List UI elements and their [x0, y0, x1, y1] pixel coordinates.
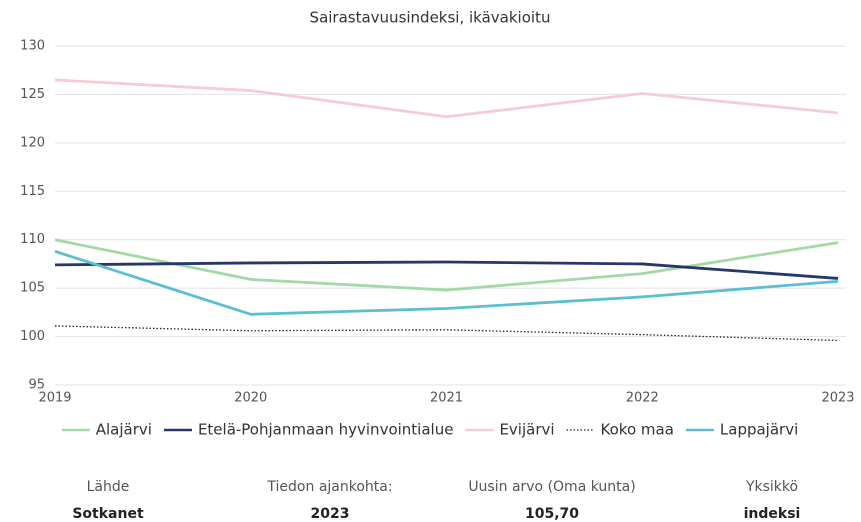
legend-label: Alajärvi: [96, 421, 152, 439]
y-tick-label: 110: [20, 232, 45, 247]
info-value: Sotkanet: [72, 506, 144, 522]
legend-label: Evijärvi: [499, 421, 554, 439]
y-tick-label: 120: [20, 135, 45, 150]
x-tick-label: 2023: [821, 391, 854, 406]
x-tick-label: 2021: [430, 391, 463, 406]
y-tick-label: 125: [20, 87, 45, 102]
legend-label: Lappajärvi: [720, 421, 798, 439]
y-tick-label: 130: [20, 39, 45, 54]
info-value: indeksi: [744, 506, 801, 522]
y-tick-label: 115: [20, 184, 45, 199]
info-label: Yksikkö: [745, 479, 798, 495]
info-value: 2023: [311, 506, 350, 522]
x-tick-label: 2019: [38, 391, 71, 406]
legend-label: Koko maa: [601, 421, 674, 439]
series-line: [54, 238, 839, 292]
x-tick-label: 2020: [234, 391, 267, 406]
series-line: [54, 260, 839, 280]
series-line: [54, 325, 839, 342]
info-label: Lähde: [87, 479, 130, 495]
y-tick-label: 95: [28, 378, 45, 393]
x-tick-label: 2022: [626, 391, 659, 406]
legend-label: Etelä-Pohjanmaan hyvinvointialue: [198, 421, 454, 439]
y-tick-label: 100: [20, 329, 45, 344]
info-value: 105,70: [525, 506, 579, 522]
series-line: [54, 78, 839, 119]
info-label: Tiedon ajankohta:: [266, 479, 392, 495]
y-tick-label: 105: [20, 281, 45, 296]
info-label: Uusin arvo (Oma kunta): [468, 479, 635, 495]
series-line: [54, 250, 839, 316]
chart-title: Sairastavuusindeksi, ikävakioitu: [310, 9, 551, 27]
